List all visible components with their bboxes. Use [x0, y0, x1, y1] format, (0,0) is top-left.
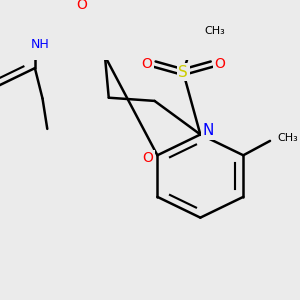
Text: O: O [142, 57, 152, 71]
Text: O: O [76, 0, 88, 12]
Text: CH₃: CH₃ [278, 133, 298, 143]
Text: O: O [214, 57, 225, 71]
Text: S: S [178, 64, 188, 80]
Text: CH₃: CH₃ [204, 26, 225, 36]
Text: NH: NH [31, 38, 50, 51]
Text: N: N [202, 123, 214, 138]
Text: O: O [142, 152, 153, 166]
